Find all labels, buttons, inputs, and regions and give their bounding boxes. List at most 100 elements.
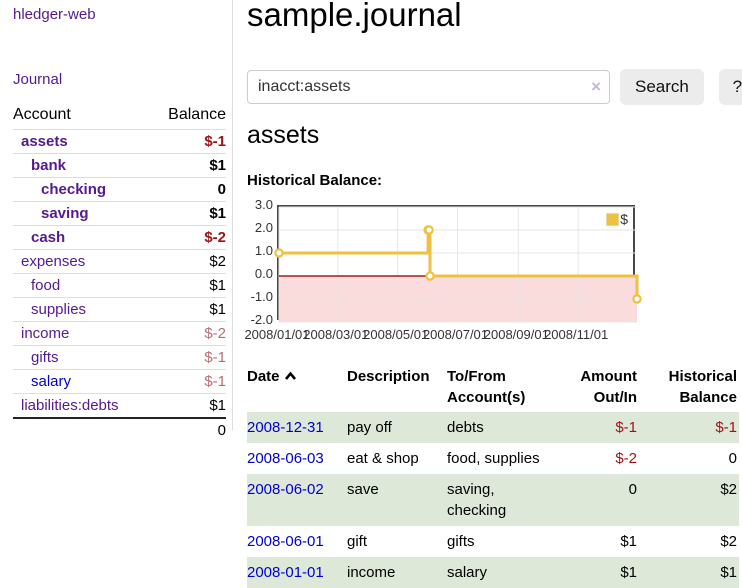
account-row: income $-2 [13,321,226,346]
x-axis-tick-label: 2008/01/01 [244,327,310,342]
search-button[interactable]: Search [620,69,704,105]
register-header-row: Date Description To/From Account(s) Amou… [247,362,739,412]
account-cell: salary [13,369,151,394]
accounts-total-balance: 0 [150,417,226,442]
account-balance: $2 [150,249,226,274]
transaction-row: 2008-12-31 pay off debts $-1 $-1 [247,412,739,443]
date-cell: 2008-06-02 [247,474,347,526]
amount-cell: 0 [628,481,637,498]
account-row: checking 0 [13,177,226,202]
account-row: liabilities:debts $1 [13,393,226,418]
sidebar-account-link[interactable]: gifts [31,349,59,366]
transaction-row: 2008-01-01 income salary $1 $1 [247,557,739,588]
balance-cell: $2 [720,481,737,498]
accounts-header-account: Account [13,106,71,123]
account-row: bank $1 [13,153,226,178]
sidebar-account-link[interactable]: liabilities:debts [21,397,119,414]
sidebar-account-link[interactable]: bank [31,157,67,174]
transaction-row: 2008-06-01 gift gifts $1 $2 [247,526,739,557]
x-axis-tick-label: 2008/11/01 [544,327,609,342]
accounts-table-body: assets $-1 bank $1 checking 0 saving $1 cash $-2 e… [13,129,226,442]
transaction-date-link[interactable]: 2008-06-02 [247,481,324,498]
legend-swatch-icon [606,212,620,226]
amount-cell: $1 [620,533,637,550]
account-balance: $1 [150,153,226,178]
date-cell: 2008-06-03 [247,443,347,474]
app-title-link[interactable]: hledger-web [13,6,96,23]
sidebar-account-link[interactable]: salary [31,373,72,390]
sidebar-divider [232,0,233,430]
transaction-row: 2008-06-03 eat & shop food, supplies $-2 0 [247,443,739,474]
register-header-description: Description [347,368,430,385]
x-axis-tick-label: 2008/05/01 [363,327,429,342]
sidebar-account-link[interactable]: income [21,325,70,342]
page-title: sample.journal [247,0,462,33]
sort-ascending-icon [284,371,296,380]
help-button[interactable]: ? [718,69,742,105]
search-input[interactable] [247,70,610,104]
chart-canvas [274,206,642,323]
register-table-body: 2008-12-31 pay off debts $-1 $-1 2008-06-03 ea… [247,412,739,588]
y-axis-tick-label: 2.0 [254,220,273,235]
date-cell: 2008-01-01 [247,557,347,588]
y-axis-tick-label: 3.0 [254,197,273,212]
account-balance: $-1 [150,345,226,370]
transaction-row: 2008-06-02 save saving, checking 0 $2 [247,474,739,526]
register-table: Date Description To/From Account(s) Amou… [247,362,739,588]
account-balance: $1 [150,393,226,418]
account-balance: 0 [150,177,226,202]
account-row: salary $-1 [13,369,226,394]
y-axis-tick-label: 0.0 [254,266,273,281]
y-axis-tick-label: -2.0 [250,312,273,327]
account-cell: bank [13,153,151,178]
transaction-date-link[interactable]: 2008-06-03 [247,450,324,467]
sidebar-account-link[interactable]: checking [41,181,107,198]
balance-cell: $1 [720,564,737,581]
accounts-total-spacer [13,417,151,442]
accounts-cell: saving, checking [447,481,507,519]
account-balance: $-1 [150,129,226,154]
balance-cell: $-1 [715,419,737,436]
clear-search-icon[interactable]: × [591,77,601,96]
register-header-date[interactable]: Date [247,362,347,412]
account-balance: $1 [150,273,226,298]
chart-title: Historical Balance: [247,172,383,189]
x-axis-tick-label: 2008/03/01 [303,327,369,342]
account-balance: $1 [150,297,226,322]
accounts-total-row: 0 [13,417,226,442]
balance-cell: $2 [720,533,737,550]
account-balance: $-2 [150,225,226,250]
account-balance: $-1 [150,369,226,394]
chart-legend: $ [606,211,628,227]
chart-plot-area: $ [274,205,642,323]
register-header-accounts: To/From Account(s) [447,368,526,406]
search-bar: × Search ? [247,69,742,105]
accounts-cell: debts [447,419,484,436]
amount-cell: $1 [620,564,637,581]
x-axis-tick-label: 2008/07/01 [422,327,489,342]
accounts-header-balance: Balance [168,106,226,123]
account-row: gifts $-1 [13,345,226,370]
sidebar-account-link[interactable]: supplies [31,301,87,318]
account-row: expenses $2 [13,249,226,274]
description-cell: income [347,564,396,581]
sidebar-account-link[interactable]: cash [31,229,66,246]
description-cell: save [347,481,379,498]
accounts-table-header: Account Balance [13,103,226,130]
legend-label: $ [620,211,628,227]
sidebar-account-link[interactable]: saving [41,205,89,222]
transaction-date-link[interactable]: 2008-01-01 [247,564,324,581]
account-cell: cash [13,225,151,250]
transaction-date-link[interactable]: 2008-12-31 [247,419,324,436]
sidebar-account-link[interactable]: food [31,277,61,294]
sidebar-account-link[interactable]: expenses [21,253,86,270]
sidebar-account-link[interactable]: assets [21,133,68,150]
account-cell: income [13,321,151,346]
sidebar-item-journal[interactable]: Journal [13,71,63,88]
transaction-date-link[interactable]: 2008-06-01 [247,533,324,550]
historical-balance-chart: $ 3.0 2.0 1.0 0.0 -1.0 -2.0 2008/01/01 2008/03/… [243,197,643,345]
register-header-amount: Amount Out/In [580,368,637,406]
account-cell: assets [13,129,151,154]
account-cell: supplies [13,297,151,322]
account-row: supplies $1 [13,297,226,322]
